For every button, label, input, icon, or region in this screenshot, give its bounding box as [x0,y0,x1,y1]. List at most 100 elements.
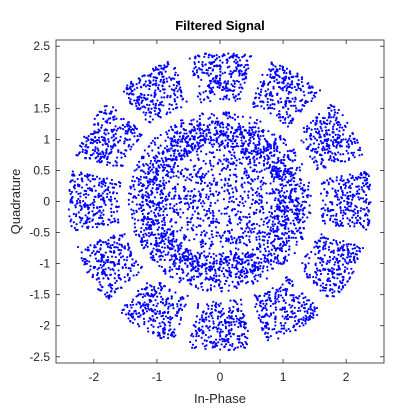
data-point [130,145,133,148]
data-point [81,259,84,262]
data-point [97,192,101,195]
data-point [247,190,250,193]
data-point [281,315,284,318]
data-point [165,207,168,210]
data-point [258,229,261,233]
data-point [230,271,233,274]
data-point [118,262,121,266]
data-point [106,119,109,122]
data-point [191,70,195,73]
data-point [317,146,320,149]
data-point [107,186,110,189]
data-point [144,172,147,175]
data-point [337,264,340,267]
data-point [87,135,90,138]
data-point [241,275,244,278]
data-point [100,266,103,269]
data-point [324,129,328,132]
data-point [328,115,331,118]
data-point [333,158,336,161]
data-point [264,304,267,307]
data-point [294,96,297,99]
data-point [117,260,120,263]
data-point [268,210,271,214]
data-point [285,89,288,92]
data-point [162,285,166,288]
data-point [316,269,319,272]
data-point [153,109,156,113]
data-point [260,261,263,264]
data-point [218,84,221,87]
data-point [255,295,258,298]
data-point [126,242,130,245]
data-point [93,244,96,247]
data-point [185,255,188,258]
data-point [324,240,328,243]
data-point [338,202,341,205]
data-point [346,280,349,283]
data-point [274,297,277,300]
data-point [205,344,208,347]
data-point [148,235,151,238]
data-point [226,189,229,192]
data-point [257,274,260,277]
data-point [199,145,203,148]
data-point [221,307,224,310]
data-point [228,284,231,287]
data-point [95,278,98,281]
data-point [200,336,203,339]
data-point [278,220,281,223]
data-point [267,296,270,299]
data-point [223,146,227,150]
data-point [165,303,168,306]
data-point [217,341,220,344]
data-point [168,103,171,106]
data-point [326,179,329,182]
data-point [140,209,143,213]
data-point [239,241,242,244]
data-point [314,148,318,151]
data-point [290,178,293,181]
data-point [316,313,319,317]
data-point [215,190,218,193]
data-point [317,113,321,116]
data-point [166,244,169,248]
data-point [273,176,276,179]
data-point [187,149,191,153]
data-point [295,166,299,170]
data-point [109,151,112,155]
data-point [347,139,350,142]
data-point [88,220,91,223]
data-point [161,176,165,179]
data-point [129,82,132,85]
data-point [128,255,132,258]
data-point [213,122,217,125]
data-point [159,325,162,328]
data-point [69,192,72,196]
data-point [357,196,360,199]
data-point [323,209,327,212]
data-point [186,221,189,224]
data-point [201,200,205,203]
data-point [290,171,293,174]
data-point [79,204,82,207]
data-point [85,150,88,153]
data-point [86,246,90,249]
data-point [120,244,123,247]
data-point [325,194,328,197]
data-point [231,84,235,88]
data-point [228,230,231,233]
data-point [290,173,293,176]
data-point [211,174,214,177]
data-point [353,225,356,228]
data-point [205,196,208,199]
data-point [81,148,84,151]
data-point [152,69,156,72]
data-point [314,264,317,267]
data-point [252,102,255,106]
data-point [142,220,145,223]
data-point [199,178,203,182]
data-point [122,90,126,93]
data-point [307,188,310,191]
data-point [280,327,283,330]
